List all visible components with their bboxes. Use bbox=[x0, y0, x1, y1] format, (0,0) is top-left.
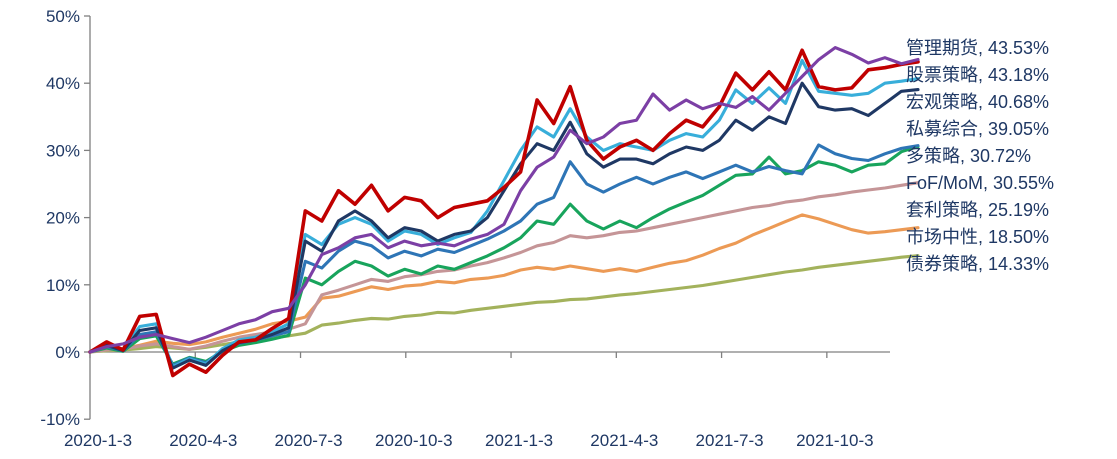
series-end-label-市场中性: 市场中性, 18.50% bbox=[906, 227, 1049, 247]
series-end-label-私募综合: 私募综合, 39.05% bbox=[906, 119, 1049, 139]
series-line-债券策略 bbox=[88, 254, 920, 354]
series-line-套利策略 bbox=[88, 181, 920, 354]
y-axis-label: 0% bbox=[55, 343, 80, 362]
series-end-label-多策略: 多策略, 30.72% bbox=[906, 146, 1031, 166]
y-axis-label: 50% bbox=[46, 7, 80, 26]
x-axis-label: 2020-4-3 bbox=[169, 431, 237, 450]
series-end-label-FoF/MoM: FoF/MoM, 30.55% bbox=[906, 173, 1054, 193]
x-axis-label: 2021-7-3 bbox=[696, 431, 764, 450]
y-axis-label: 30% bbox=[46, 141, 80, 160]
x-axis-label: 2020-10-3 bbox=[375, 431, 453, 450]
y-axis-label: 10% bbox=[46, 276, 80, 295]
x-axis-label: 2020-7-3 bbox=[274, 431, 342, 450]
y-axis-label: 20% bbox=[46, 209, 80, 228]
series-line-管理期货 bbox=[88, 46, 920, 354]
series-end-label-管理期货: 管理期货, 43.53% bbox=[906, 38, 1049, 58]
y-axis-label: -10% bbox=[40, 410, 80, 429]
series-line-股票策略 bbox=[88, 48, 920, 378]
x-axis-label: 2021-10-3 bbox=[796, 431, 874, 450]
series-end-label-套利策略: 套利策略, 25.19% bbox=[906, 200, 1049, 220]
series-end-label-债券策略: 债券策略, 14.33% bbox=[906, 254, 1049, 274]
series-end-label-宏观策略: 宏观策略, 40.68% bbox=[906, 92, 1049, 112]
series-end-label-股票策略: 股票策略, 43.18% bbox=[906, 65, 1049, 85]
x-axis-label: 2021-4-3 bbox=[590, 431, 658, 450]
x-axis-label: 2021-1-3 bbox=[485, 431, 553, 450]
series-line-市场中性 bbox=[88, 213, 920, 354]
series-line-私募综合 bbox=[88, 81, 920, 370]
y-axis-label: 40% bbox=[46, 74, 80, 93]
x-axis-label: 2020-1-3 bbox=[64, 431, 132, 450]
